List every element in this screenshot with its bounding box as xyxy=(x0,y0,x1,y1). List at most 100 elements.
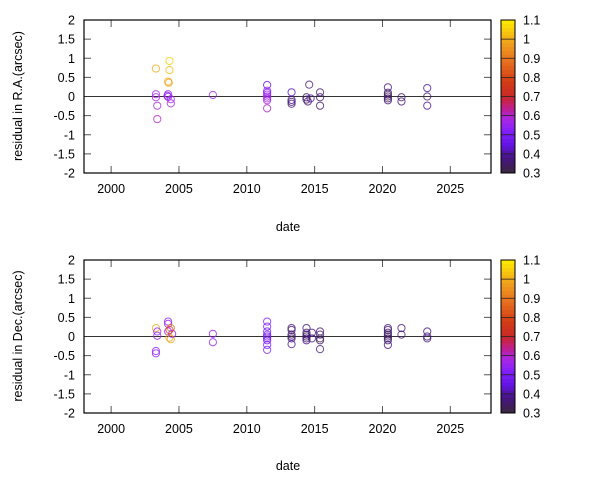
plot-frame xyxy=(83,259,492,414)
colorbar-band xyxy=(501,271,515,276)
y-tick-label: -2 xyxy=(64,407,75,421)
colorbar-band xyxy=(501,88,515,93)
colorbar-band xyxy=(501,393,515,398)
data-point xyxy=(307,328,317,337)
colorbar-band xyxy=(501,58,515,63)
colorbar-band xyxy=(501,401,515,406)
colorbar-tick-label: 0.3 xyxy=(523,407,540,421)
colorbar-band xyxy=(501,20,515,25)
data-point xyxy=(383,96,392,105)
colorbar-band xyxy=(501,165,515,170)
colorbar-tick-label: 0.6 xyxy=(523,109,540,123)
colorbar-band xyxy=(501,344,515,349)
colorbar-band xyxy=(501,302,515,307)
data-point xyxy=(166,95,175,104)
colorbar-band xyxy=(501,138,515,143)
data-point xyxy=(263,96,272,105)
data-point xyxy=(151,90,161,99)
y-tick-label: -1 xyxy=(64,368,75,382)
data-point xyxy=(315,101,325,110)
colorbar-band xyxy=(501,104,515,109)
x-tick-label: 2015 xyxy=(301,422,329,436)
colorbar-band xyxy=(501,123,515,128)
colorbar-band xyxy=(501,31,515,36)
colorbar-band xyxy=(501,100,515,105)
x-tick-label: 2000 xyxy=(97,422,125,436)
colorbar-band xyxy=(501,294,515,299)
colorbar-band xyxy=(501,370,515,376)
y-tick-label: 1 xyxy=(68,292,75,306)
data-point xyxy=(423,83,432,93)
data-point xyxy=(287,325,296,335)
data-point xyxy=(263,336,272,345)
x-tick-label: 2025 xyxy=(436,422,464,436)
data-point xyxy=(302,323,311,333)
colorbar-band xyxy=(501,279,515,284)
data-point xyxy=(315,93,325,102)
colorbar-band xyxy=(501,325,515,330)
x-tick-label: 2010 xyxy=(233,182,261,196)
data-point xyxy=(423,334,432,343)
colorbar-band xyxy=(501,309,515,314)
data-point xyxy=(397,93,406,102)
data-point xyxy=(397,323,406,333)
colorbar-band xyxy=(501,363,515,368)
colorbar-band xyxy=(501,290,515,295)
colorbar-band xyxy=(501,317,515,322)
x-tick-label: 2020 xyxy=(369,422,397,436)
colorbar-band xyxy=(501,107,515,113)
data-point xyxy=(315,330,325,339)
colorbar-tick-label: 1 xyxy=(523,33,530,47)
data-point xyxy=(151,349,161,358)
ra-residual-panel: residual in R.A.(arcsec) date -2 -1.5 -1 -0… xyxy=(11,14,540,235)
data-point xyxy=(165,325,174,335)
colorbar-tick-label: 0.9 xyxy=(523,52,540,66)
data-point xyxy=(397,330,406,339)
colorbar-tick-label: 0.5 xyxy=(523,368,540,382)
y-tick-label: -1.5 xyxy=(53,387,75,401)
colorbar-tick-label: 0.3 xyxy=(523,167,540,181)
colorbar-band xyxy=(501,134,515,139)
colorbar-tick-label: 1.1 xyxy=(523,254,540,268)
colorbar-band xyxy=(501,386,515,391)
data-point xyxy=(307,334,317,343)
data-point xyxy=(263,322,272,331)
data-point xyxy=(383,336,392,345)
x-tick-label: 2025 xyxy=(436,182,464,196)
colorbar-band xyxy=(501,378,515,383)
colorbar-band xyxy=(501,150,515,155)
colorbar-band xyxy=(501,42,515,48)
plot-frame xyxy=(83,19,492,174)
data-point xyxy=(263,317,272,326)
x-tick-label: 2005 xyxy=(165,182,193,196)
y-tick-label: -1 xyxy=(64,128,75,142)
x-axis-label: date xyxy=(276,459,300,473)
y-tick-label: 2 xyxy=(68,14,75,28)
colorbar-band xyxy=(501,332,515,337)
data-point xyxy=(305,80,314,89)
colorbar-frame xyxy=(500,19,516,174)
data-point xyxy=(166,99,175,108)
colorbar-band xyxy=(501,127,515,132)
data-point xyxy=(208,329,217,338)
colorbar-band xyxy=(501,328,515,333)
colorbar-band xyxy=(501,405,515,410)
x-tick-label: 2020 xyxy=(369,182,397,196)
colorbar-band xyxy=(501,35,515,40)
colorbar-band xyxy=(501,355,515,360)
colorbar-band xyxy=(501,409,515,414)
colorbar-frame xyxy=(500,259,516,414)
data-point xyxy=(165,66,174,75)
colorbar-band xyxy=(501,92,515,97)
data-point xyxy=(423,101,432,110)
colorbar-band xyxy=(501,286,515,291)
dec-residual-panel: residual in Dec.(arcsec) date -2 -1.5 -1 -0… xyxy=(11,254,540,474)
colorbar-band xyxy=(501,374,515,379)
colorbar-band xyxy=(501,313,515,318)
colorbar-band xyxy=(501,27,515,32)
data-point xyxy=(153,114,162,124)
x-axis-label: date xyxy=(276,220,300,234)
y-tick-label: -0.5 xyxy=(53,349,75,363)
data-point xyxy=(166,335,175,344)
